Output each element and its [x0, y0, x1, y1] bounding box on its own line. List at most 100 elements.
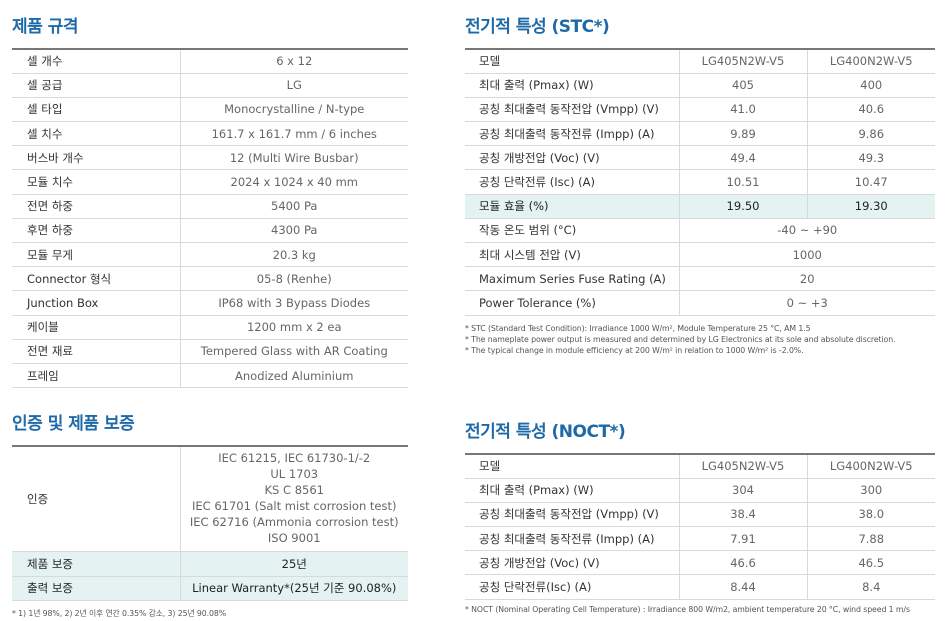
- spec-value: Anodized Aluminium: [179, 363, 408, 389]
- noct-label: 공칭 개방전압 (Voc) (V): [465, 550, 679, 576]
- spec-row: 모듈 치수 2024 x 1024 x 40 mm: [12, 169, 408, 195]
- stc-value-2: 10.47: [806, 169, 935, 195]
- spec-row: 모듈 무게 20.3 kg: [12, 242, 408, 268]
- spec-label: Junction Box: [12, 290, 180, 316]
- noct-row: 최대 출력 (Pmax) (W) 304 300: [465, 478, 935, 503]
- product-warranty-label: 제품 보증: [12, 551, 180, 577]
- spec-row: 버스바 개수 12 (Multi Wire Busbar): [12, 145, 408, 171]
- stc-merged-row: Power Tolerance (%) 0 ~ +3: [465, 290, 935, 316]
- noct-value-1: 8.44: [678, 574, 807, 600]
- spec-row: Junction Box IP68 with 3 Bypass Diodes: [12, 290, 408, 316]
- cert-line: KS C 8561: [264, 482, 324, 497]
- stc-value-1: 405: [678, 73, 807, 98]
- noct-value-1: 46.6: [678, 550, 807, 576]
- stc-merged-label: 작동 온도 범위 (°C): [465, 218, 679, 244]
- stc-merged-value: 1000: [678, 242, 935, 268]
- spec-row: 셀 타입 Monocrystalline / N-type: [12, 97, 408, 123]
- spec-row: 셀 개수 6 x 12: [12, 49, 408, 74]
- stc-row: 최대 출력 (Pmax) (W) 405 400: [465, 73, 935, 98]
- stc-efficiency-row: 모듈 효율 (%) 19.50 19.30: [465, 194, 935, 219]
- stc-value-1: 41.0: [678, 97, 807, 123]
- cert-line: ISO 9001: [267, 530, 321, 545]
- spec-label: 셀 개수: [12, 49, 180, 74]
- stc-label: 최대 출력 (Pmax) (W): [465, 73, 679, 98]
- spec-value: 1200 mm x 2 ea: [179, 315, 408, 340]
- spec-label: 모듈 무게: [12, 242, 180, 268]
- cert-line: IEC 62716 (Ammonia corrosion test): [189, 514, 399, 529]
- spec-row: Connector 형식 05-8 (Renhe): [12, 266, 408, 292]
- stc-merged-value: 0 ~ +3: [678, 290, 935, 316]
- stc-model-2: LG400N2W-V5: [806, 49, 935, 74]
- spec-label: 셀 치수: [12, 121, 180, 147]
- stc-value-1: 10.51: [678, 169, 807, 195]
- stc-merged-value: 20: [678, 266, 935, 292]
- spec-section: 제품 규격 셀 개수 6 x 12 셀 공급 LG 셀 타입 Monocrystallin…: [12, 12, 408, 389]
- cert-line: IEC 61701 (Salt mist corrosion test): [192, 498, 397, 513]
- noct-row: 공칭 최대출력 동작전류 (Impp) (A) 7.91 7.88: [465, 526, 935, 552]
- stc-value-2: 40.6: [806, 97, 935, 123]
- noct-value-2: 46.5: [806, 550, 935, 576]
- stc-label: 공칭 최대출력 동작전류 (Impp) (A): [465, 121, 679, 147]
- stc-merged-label: Maximum Series Fuse Rating (A): [465, 266, 679, 292]
- noct-value-1: 7.91: [678, 526, 807, 552]
- noct-label: 공칭 최대출력 동작전류 (Impp) (A): [465, 526, 679, 552]
- spec-label: 셀 타입: [12, 97, 180, 123]
- stc-label: 공칭 개방전압 (Voc) (V): [465, 145, 679, 171]
- spec-table: 셀 개수 6 x 12 셀 공급 LG 셀 타입 Monocrystalline / N-…: [12, 48, 408, 389]
- spec-value: 20.3 kg: [179, 242, 408, 268]
- stc-header-label: 모델: [465, 49, 679, 74]
- spec-value: IP68 with 3 Bypass Diodes: [179, 290, 408, 316]
- stc-merged-row: 최대 시스템 전압 (V) 1000: [465, 242, 935, 268]
- spec-value: 05-8 (Renhe): [179, 266, 408, 292]
- stc-row: 공칭 단락전류 (Isc) (A) 10.51 10.47: [465, 169, 935, 195]
- noct-table: 모델 LG405N2W-V5 LG400N2W-V5 최대 출력 (Pmax) …: [465, 453, 935, 600]
- noct-value-2: 7.88: [806, 526, 935, 552]
- cert-footnote: * 1) 1년 98%, 2) 2년 이후 연간 0.35% 감소, 3) 25…: [12, 608, 227, 618]
- noct-row: 공칭 개방전압 (Voc) (V) 46.6 46.5: [465, 550, 935, 576]
- cert-section: 인증 및 제품 보증 인증 IEC 61215, IEC 61730-1/-2 …: [12, 409, 408, 619]
- cert-table: 인증 IEC 61215, IEC 61730-1/-2 UL 1703 KS …: [12, 445, 408, 601]
- stc-title: 전기적 특성 (STC*): [465, 17, 610, 37]
- spec-value: LG: [179, 73, 408, 98]
- noct-value-2: 300: [806, 478, 935, 503]
- cert-title: 인증 및 제품 보증: [12, 414, 135, 434]
- spec-label: 프레임: [12, 363, 180, 389]
- stc-table: 모델 LG405N2W-V5 LG400N2W-V5 최대 출력 (Pmax) …: [465, 48, 935, 316]
- spec-row: 전면 재료 Tempered Glass with AR Coating: [12, 339, 408, 364]
- spec-value: Tempered Glass with AR Coating: [179, 339, 408, 364]
- spec-label: 셀 공급: [12, 73, 180, 98]
- stc-footnote: * The nameplate power output is measured…: [465, 334, 896, 344]
- noct-label: 공칭 단락전류(Isc) (A): [465, 574, 679, 600]
- product-warranty-row: 제품 보증 25년: [12, 551, 408, 577]
- product-warranty-value: 25년: [179, 551, 408, 577]
- spec-label: Connector 형식: [12, 266, 180, 292]
- stc-value-1: 9.89: [678, 121, 807, 147]
- spec-row: 셀 공급 LG: [12, 73, 408, 98]
- stc-value-2: 400: [806, 73, 935, 98]
- spec-row: 케이블 1200 mm x 2 ea: [12, 315, 408, 340]
- noct-value-1: 38.4: [678, 502, 807, 528]
- stc-model-1: LG405N2W-V5: [678, 49, 807, 74]
- spec-value: Monocrystalline / N-type: [179, 97, 408, 123]
- spec-row: 전면 하중 5400 Pa: [12, 194, 408, 219]
- spec-row: 셀 치수 161.7 x 161.7 mm / 6 inches: [12, 121, 408, 147]
- stc-merged-row: 작동 온도 범위 (°C) -40 ~ +90: [465, 218, 935, 244]
- spec-label: 후면 하중: [12, 218, 180, 244]
- noct-title: 전기적 특성 (NOCT*): [465, 422, 626, 442]
- noct-label: 최대 출력 (Pmax) (W): [465, 478, 679, 503]
- noct-header-label: 모델: [465, 454, 679, 479]
- spec-value: 161.7 x 161.7 mm / 6 inches: [179, 121, 408, 147]
- stc-merged-label: Power Tolerance (%): [465, 290, 679, 316]
- noct-header-row: 모델 LG405N2W-V5 LG400N2W-V5: [465, 454, 935, 479]
- stc-value-1: 49.4: [678, 145, 807, 171]
- spec-row: 후면 하중 4300 Pa: [12, 218, 408, 244]
- spec-value: 12 (Multi Wire Busbar): [179, 145, 408, 171]
- stc-section: 전기적 특성 (STC*) 모델 LG405N2W-V5 LG400N2W-V5…: [465, 12, 935, 356]
- output-warranty-value: Linear Warranty*(25년 기준 90.08%): [179, 576, 408, 601]
- output-warranty-row: 출력 보증 Linear Warranty*(25년 기준 90.08%): [12, 576, 408, 601]
- cert-list: IEC 61215, IEC 61730-1/-2 UL 1703 KS C 8…: [179, 446, 408, 553]
- stc-header-row: 모델 LG405N2W-V5 LG400N2W-V5: [465, 49, 935, 74]
- stc-footnote: * STC (Standard Test Condition): Irradia…: [465, 323, 811, 333]
- stc-value-2: 9.86: [806, 121, 935, 147]
- noct-model-2: LG400N2W-V5: [806, 454, 935, 479]
